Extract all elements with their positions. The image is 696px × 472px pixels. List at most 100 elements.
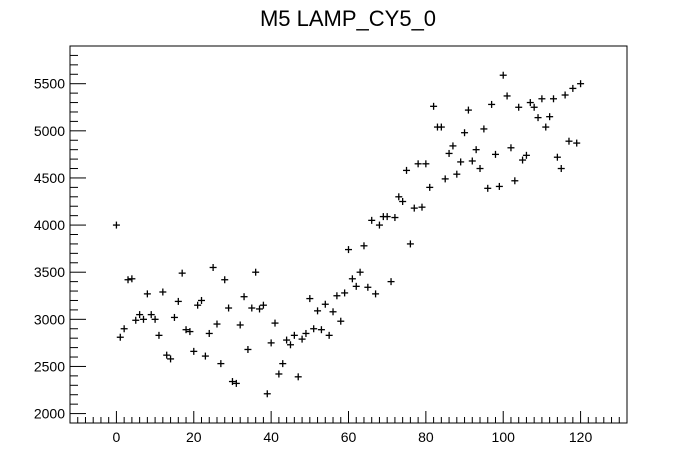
- data-point: [553, 153, 561, 161]
- data-point: [364, 283, 372, 291]
- data-point: [290, 331, 298, 339]
- data-point: [375, 221, 383, 229]
- x-tick-label: 60: [341, 429, 357, 445]
- data-point: [244, 345, 252, 353]
- data-point: [170, 313, 178, 321]
- y-tick-label: 3500: [34, 264, 65, 280]
- y-tick-label: 4000: [34, 217, 65, 233]
- x-tick-label: 80: [418, 429, 434, 445]
- data-point: [275, 370, 283, 378]
- data-point: [577, 80, 585, 88]
- data-point: [457, 158, 465, 166]
- data-point: [550, 95, 558, 103]
- data-point: [372, 290, 380, 298]
- data-point: [120, 325, 128, 333]
- x-tick-label: 120: [569, 429, 593, 445]
- data-point: [538, 95, 546, 103]
- data-point: [182, 326, 190, 334]
- x-axis: 0 20 40 60 80 100 120: [77, 411, 620, 445]
- data-point: [116, 333, 124, 341]
- data-point: [573, 139, 581, 147]
- y-tick-label: 2000: [34, 406, 65, 422]
- data-point: [410, 204, 418, 212]
- chart-title: M5 LAMP_CY5_0: [260, 6, 436, 31]
- data-point: [484, 184, 492, 192]
- data-point: [522, 151, 530, 159]
- x-tick-label: 40: [263, 429, 279, 445]
- data-point: [337, 317, 345, 325]
- data-point: [228, 378, 236, 386]
- data-point: [259, 301, 267, 309]
- data-point: [352, 282, 360, 290]
- data-point: [267, 339, 275, 347]
- data-point: [561, 91, 569, 99]
- data-point: [414, 160, 422, 168]
- data-point: [159, 288, 167, 296]
- data-point: [256, 305, 264, 313]
- data-point: [294, 373, 302, 381]
- data-point: [418, 203, 426, 211]
- data-point: [426, 183, 434, 191]
- data-point: [368, 216, 376, 224]
- data-point: [112, 221, 120, 229]
- data-point: [163, 351, 171, 359]
- data-point: [515, 103, 523, 111]
- data-point: [468, 157, 476, 165]
- data-point: [194, 301, 202, 309]
- data-point: [298, 335, 306, 343]
- data-point: [449, 142, 457, 150]
- data-point: [507, 144, 515, 152]
- data-point: [445, 149, 453, 157]
- data-point: [205, 329, 213, 337]
- data-point: [348, 275, 356, 283]
- data-point: [217, 360, 225, 368]
- data-point: [356, 268, 364, 276]
- data-point: [143, 290, 151, 298]
- data-point: [441, 175, 449, 183]
- data-point: [530, 103, 538, 111]
- data-point: [221, 276, 229, 284]
- data-point: [155, 331, 163, 339]
- data-point: [314, 307, 322, 315]
- data-point: [519, 156, 527, 164]
- y-tick-label: 3000: [34, 311, 65, 327]
- data-point: [286, 341, 294, 349]
- data-point: [565, 137, 573, 145]
- y-tick-label: 5000: [34, 123, 65, 139]
- y-axis: 2000 2500 3000 3500 4000 4500 5000 5500: [34, 45, 86, 424]
- data-point: [321, 300, 329, 308]
- data-point: [325, 331, 333, 339]
- data-point: [174, 297, 182, 305]
- data-point: [542, 123, 550, 131]
- data-point: [557, 165, 565, 173]
- data-point: [198, 296, 206, 304]
- data-point: [345, 246, 352, 254]
- data-point: [225, 304, 233, 312]
- data-point: [534, 114, 542, 122]
- data-point: [406, 240, 414, 248]
- data-point: [190, 347, 198, 355]
- y-tick-label: 2500: [34, 358, 65, 374]
- data-point: [511, 177, 519, 185]
- data-point: [526, 99, 534, 107]
- data-point: [213, 320, 221, 328]
- y-tick-label: 5500: [34, 76, 65, 92]
- data-point: [403, 166, 411, 174]
- data-points: [112, 71, 585, 398]
- data-point: [453, 170, 461, 178]
- data-point: [139, 315, 147, 323]
- data-point: [430, 102, 438, 110]
- data-point: [360, 242, 368, 250]
- data-point: [476, 165, 484, 173]
- data-point: [480, 125, 488, 133]
- x-tick-label: 0: [113, 429, 121, 445]
- data-point: [499, 71, 507, 79]
- data-point: [240, 293, 248, 301]
- data-point: [488, 100, 496, 108]
- data-point: [317, 326, 325, 334]
- data-point: [132, 316, 140, 324]
- data-point: [329, 308, 337, 316]
- data-point: [399, 198, 407, 206]
- data-point: [472, 146, 480, 154]
